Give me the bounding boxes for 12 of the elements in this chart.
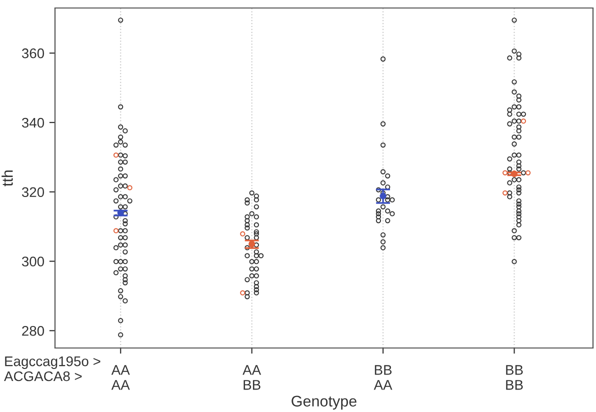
y-tick-label: 300 <box>22 256 44 266</box>
x-tick-label: AA BB <box>242 365 262 390</box>
y-tick-label: 360 <box>22 48 44 58</box>
y-tick-label: 320 <box>22 187 44 198</box>
y-axis-title: tth <box>2 170 13 186</box>
x-tick-label: BB AA <box>374 365 392 390</box>
x-tick-label: BB BB <box>506 365 523 390</box>
x-tick-label: AA AA <box>111 365 130 390</box>
y-tick-label: 340 <box>22 118 44 128</box>
x-axis-title: Genotype <box>292 396 356 410</box>
y-tick-label: 280 <box>22 326 44 336</box>
text: Eagccag195o > ACGACA8 > <box>4 356 100 382</box>
